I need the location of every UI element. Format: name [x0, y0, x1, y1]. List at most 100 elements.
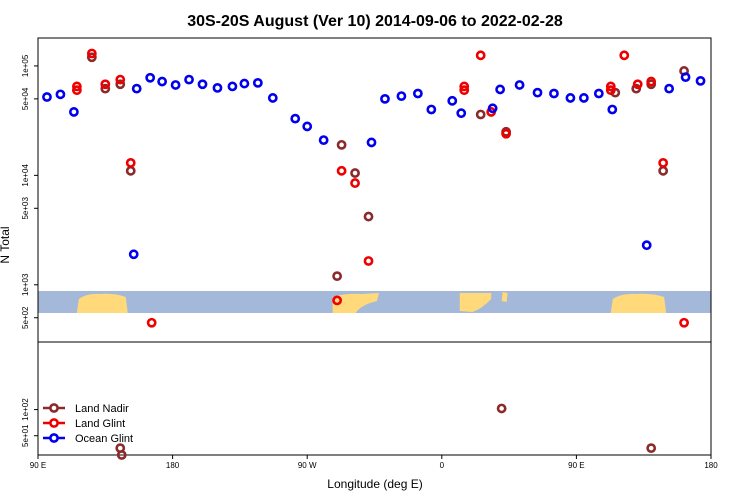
y-tick-label: 5e+01	[21, 424, 30, 447]
land-glint-point	[146, 317, 157, 328]
ocean-glint-point	[184, 74, 194, 85]
land-glint-point	[632, 79, 643, 90]
ocean-glint-point	[607, 104, 618, 115]
land-nadir-point	[475, 109, 486, 120]
ocean-glint-point	[318, 135, 329, 145]
ocean-glint-point	[456, 108, 467, 119]
ocean-glint-point	[565, 93, 576, 103]
land-glint-point	[363, 256, 374, 266]
ocean-band	[38, 291, 711, 313]
ocean-glint-point	[514, 80, 525, 90]
land-nadir-point	[646, 443, 657, 454]
land-nadir-point	[496, 403, 507, 414]
ocean-glint-point	[267, 93, 278, 103]
ocean-glint-point	[549, 88, 559, 99]
land-nadir-point	[350, 168, 360, 178]
ocean-glint-point	[695, 75, 706, 86]
ocean-glint-point	[252, 77, 263, 88]
land-glint-point	[71, 81, 82, 92]
x-axis: 90 E 180 90 W 0 90 E 180	[30, 455, 718, 470]
legend-label-land-glint: Land Glint	[75, 418, 125, 430]
ocean-glint-point	[680, 72, 691, 83]
land-glint-point	[658, 157, 669, 168]
bottom-panel-frame	[37, 341, 712, 456]
x-axis-label: Longitude (deg E)	[327, 477, 422, 491]
ocean-glint-point	[302, 121, 313, 132]
x-tick-label: 90 E	[568, 461, 584, 470]
ocean-glint-point	[447, 95, 458, 106]
ocean-glint-point	[487, 103, 498, 114]
land-glint-point	[86, 48, 97, 59]
ocean-glint-point	[396, 91, 407, 102]
land-glint-point	[336, 165, 347, 176]
land-region-0	[76, 293, 128, 313]
land-glint-point	[646, 76, 657, 87]
land-nadir-point	[363, 211, 374, 222]
legend: Land Nadir Land Glint Ocean Glint	[43, 403, 133, 445]
x-tick-label: 180	[704, 461, 718, 470]
land-nadir-point	[100, 83, 111, 94]
y-tick-label: 5e+03	[21, 197, 30, 220]
land-glint-point	[100, 79, 111, 90]
y-tick-label: 1e+03	[21, 273, 30, 296]
ocean-glint-point	[593, 88, 604, 99]
land-glint-point	[350, 178, 360, 188]
land-glint-point	[459, 85, 470, 96]
ocean-glint-point	[55, 89, 66, 100]
y-tick-label: 1e+05	[21, 54, 30, 77]
legend-marker-land-glint	[49, 418, 59, 428]
ocean-glint-point	[641, 240, 652, 251]
legend-label-ocean-glint: Ocean Glint	[75, 433, 133, 445]
land-nadir-point	[336, 139, 347, 150]
ocean-glint-point	[426, 104, 437, 115]
land-glint-point	[125, 157, 136, 168]
ocean-glint-point	[157, 76, 168, 87]
land-glint-point	[475, 50, 486, 61]
legend-marker-land-nadir	[49, 403, 59, 413]
land-nadir-point	[86, 52, 97, 63]
x-tick-label: 0	[440, 461, 445, 470]
land-glint-point	[605, 85, 616, 96]
ocean-glint-point	[227, 81, 238, 92]
land-glint-point	[679, 317, 689, 328]
land-glint-point	[459, 81, 470, 92]
ocean-glint-point	[290, 113, 301, 124]
land-nadir-point	[332, 271, 343, 282]
y-axis-label: N Total	[0, 226, 12, 263]
y-tick-label: 1e+04	[21, 164, 30, 187]
land-glint-point	[619, 50, 630, 61]
ocean-glint-point	[664, 83, 675, 94]
ocean-glint-point	[170, 80, 181, 90]
ocean-glint-point	[239, 78, 250, 89]
chart-title: 30S-20S August (Ver 10) 2014-09-06 to 20…	[187, 13, 563, 30]
ocean-glint-point	[412, 88, 423, 99]
land-nadir-point	[125, 165, 136, 176]
top-plot-panel: 5e+02 1e+03 5e+03 1e+04 5e+04 1e+05	[21, 37, 712, 343]
land-glint-point	[71, 85, 82, 96]
y-tick-label: 5e+02	[21, 306, 30, 329]
land-glint-point	[501, 128, 512, 139]
land-region-4	[610, 293, 667, 313]
legend-marker-ocean-glint	[49, 433, 59, 443]
land-glint-point	[115, 74, 126, 85]
land-nadir-point	[658, 165, 669, 176]
land-region-1	[332, 293, 379, 313]
ocean-glint-point	[68, 107, 79, 117]
legend-label-land-nadir: Land Nadir	[75, 403, 129, 415]
ocean-glint-point	[578, 93, 589, 103]
ocean-glint-point	[212, 82, 223, 93]
ocean-glint-point	[128, 249, 139, 260]
x-tick-label: 90 E	[30, 461, 46, 470]
ocean-glint-point	[366, 137, 377, 148]
ocean-glint-point	[532, 87, 543, 98]
y-tick-label: 1e+02	[21, 398, 30, 421]
x-tick-label: 90 W	[298, 461, 317, 470]
land-region-3	[501, 292, 508, 302]
y-tick-label: 5e+04	[21, 87, 30, 110]
ocean-glint-point	[145, 72, 156, 83]
land-region-2	[459, 293, 492, 312]
land-nadir-point	[116, 450, 127, 460]
ocean-glint-point	[197, 79, 208, 90]
x-tick-label: 180	[166, 461, 180, 470]
